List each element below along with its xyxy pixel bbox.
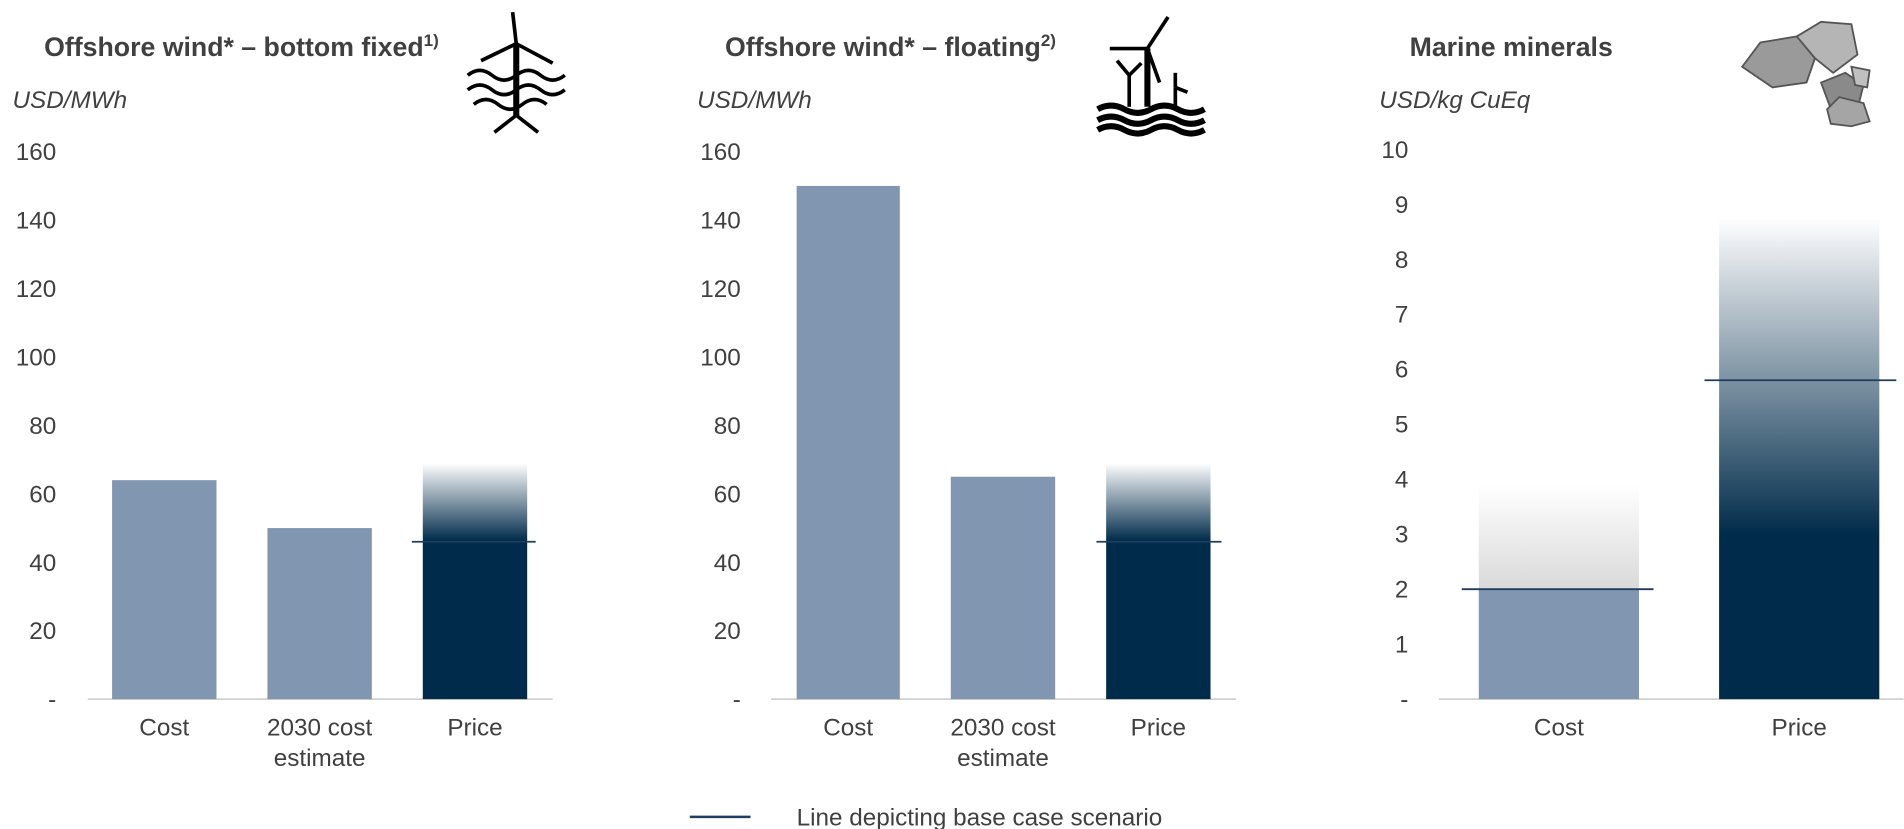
x-tick-label: Price: [1771, 714, 1827, 742]
title-text: Offshore wind* – floating: [725, 32, 1041, 62]
y-tick-label: 100: [16, 344, 57, 371]
y-tick-label: 120: [16, 276, 57, 303]
y-tick-label: 120: [700, 276, 741, 303]
y-tick-label: 6: [1395, 357, 1409, 384]
x-tick-label: 2030 cost estimate: [266, 714, 373, 772]
x-tick-label: Cost: [1533, 714, 1584, 742]
bar: [1719, 218, 1880, 700]
y-tick-label: 20: [714, 618, 741, 645]
y-tick-label: 8: [1395, 247, 1409, 274]
y-tick-label: -: [1400, 687, 1408, 714]
y-tick-label: 10: [1381, 137, 1408, 164]
title-text: Offshore wind* – bottom fixed: [44, 32, 424, 62]
x-tick-label: Price: [1130, 714, 1186, 742]
bar: [422, 463, 528, 700]
bar: [796, 185, 900, 700]
y-tick-label: 20: [29, 618, 56, 645]
y-tick-label: 5: [1395, 412, 1409, 439]
y-tick-label: 100: [700, 344, 741, 371]
x-tick-label: Cost: [139, 714, 190, 742]
y-tick-label: 40: [714, 550, 741, 577]
title-text: Marine minerals: [1410, 32, 1613, 62]
x-tick-label-box: Price: [447, 714, 503, 742]
bar: [267, 528, 372, 700]
icon-bottom-fixed-turbine: [466, 11, 566, 134]
bar: [112, 480, 217, 700]
x-tick-label-box: Price: [1130, 714, 1186, 742]
icon-rocks: [1740, 20, 1871, 128]
y-tick-label: 140: [16, 208, 57, 235]
x-tick-label-box: Cost: [139, 714, 190, 742]
chart-title: Offshore wind* – bottom fixed1): [44, 31, 439, 62]
y-tick-label: -: [733, 687, 741, 714]
y-tick-label: -: [48, 687, 56, 714]
chart-title: Marine minerals: [1410, 32, 1613, 62]
y-tick-label: 40: [29, 550, 56, 577]
icon-floating-turbines: [1096, 15, 1206, 137]
y-axis-unit: USD/MWh: [697, 87, 812, 114]
chart-title: Offshore wind* – floating2): [725, 31, 1056, 62]
x-tick-label-box: Cost: [1533, 714, 1584, 742]
x-tick-label-box: 2030 cost estimate: [950, 714, 1056, 772]
x-tick-label: Cost: [823, 714, 874, 742]
x-tick-label: Price: [447, 714, 503, 742]
y-axis-unit: USD/kg CuEq: [1379, 87, 1531, 114]
title-note: 1): [424, 31, 439, 50]
y-tick-label: 160: [16, 139, 57, 166]
y-tick-label: 1: [1395, 632, 1409, 659]
x-tick-label-box: Price: [1771, 714, 1827, 742]
bar: [950, 476, 1056, 700]
title-note: 2): [1041, 31, 1056, 50]
y-tick-label: 9: [1395, 192, 1409, 219]
x-tick-label-box: Cost: [823, 714, 874, 742]
y-axis-unit: USD/MWh: [13, 87, 128, 114]
y-tick-label: 3: [1395, 522, 1409, 549]
bar: [1106, 463, 1211, 700]
y-tick-label: 80: [714, 413, 741, 440]
y-tick-label: 60: [714, 481, 741, 508]
legend-label: Line depicting base case scenario: [797, 804, 1163, 829]
x-tick-label: 2030 cost estimate: [950, 714, 1056, 772]
y-tick-label: 140: [700, 208, 741, 235]
y-tick-label: 4: [1395, 467, 1409, 494]
y-tick-label: 60: [29, 481, 56, 508]
y-tick-label: 80: [29, 413, 56, 440]
bar: [1478, 484, 1639, 700]
y-tick-label: 2: [1395, 577, 1409, 604]
x-tick-label-box: 2030 cost estimate: [266, 714, 373, 772]
y-tick-label: 7: [1395, 302, 1409, 329]
y-tick-label: 160: [700, 139, 741, 166]
